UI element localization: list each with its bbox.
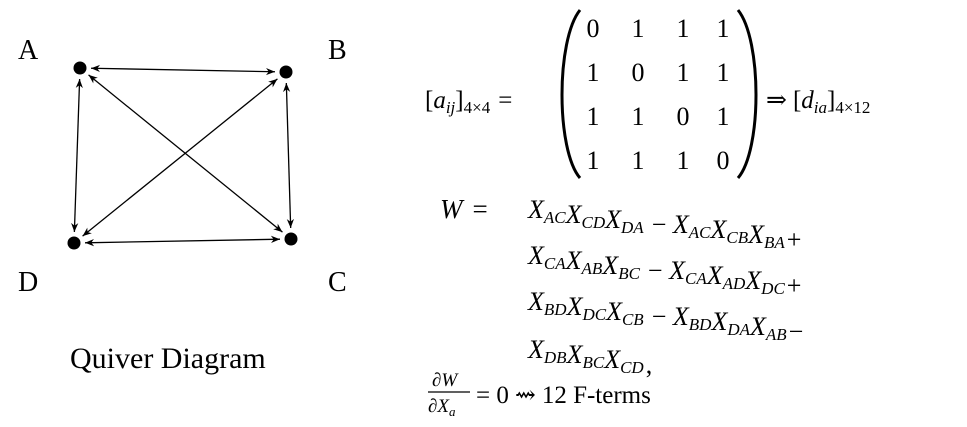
quiver-nodes	[67, 61, 298, 250]
fterms-equation: ∂W ∂Xa = 0 ⇝ 12 F-terms	[428, 370, 651, 419]
matrix-rhs: ⇒ [dia]4×12	[766, 87, 870, 117]
matrix-cell-0-1: 1	[632, 14, 645, 43]
quiver-diagram: A B C D Quiver Diagram	[18, 35, 347, 375]
node-label-c: C	[328, 267, 347, 298]
superpotential-line-4: XDBXBCXCD,	[527, 335, 652, 379]
matrix-cell-2-3: 1	[717, 102, 730, 131]
matrix-right-paren	[736, 9, 758, 179]
superpotential-lines: XACXCDXDA − XACXCBXBA+XCAXABXBC − XCAXADXD…	[527, 195, 803, 379]
adjacency-equation: [aij]4×4 = 0 1 1 11 0 1 11 1 0 11 1 1 0 ⇒ [dia]4×12	[425, 9, 870, 179]
matrix-cell-1-3: 1	[717, 58, 730, 87]
quiver-edges	[71, 64, 294, 247]
matrix-cell-2-2: 0	[677, 102, 690, 131]
matrix-cell-0-0: 0	[587, 14, 600, 43]
matrix-cell-2-0: 1	[587, 102, 600, 131]
node-b	[279, 65, 293, 79]
fterm-count: 12 F-terms	[542, 382, 651, 409]
matrix-cell-1-2: 1	[677, 58, 690, 87]
superpotential-line-1: XACXCDXDA − XACXCBXBA+	[527, 195, 801, 254]
node-c	[284, 232, 298, 246]
matrix-cells: 0 1 1 11 0 1 11 1 0 11 1 1 0	[587, 14, 730, 175]
matrix-lhs-sub: ij	[446, 98, 456, 117]
edge-b-c	[283, 82, 294, 229]
node-d	[67, 236, 81, 250]
matrix-cell-1-1: 0	[632, 58, 645, 87]
superpotential-line-3: XBDXDCXCB − XBDXDAXAB−	[527, 287, 803, 346]
fterm-rhs: = 0 ⇝ 12 F-terms	[476, 382, 651, 409]
matrix-cell-1-0: 1	[587, 58, 600, 87]
edge-c-d	[84, 235, 281, 247]
superpotential: W = XACXCDXDA − XACXCBXBA+XCAXABXBC − XCAXA…	[440, 194, 803, 379]
implies-arrow: ⇒	[766, 87, 787, 114]
edge-a-b	[90, 64, 276, 76]
superpotential-lhs: W =	[440, 194, 488, 224]
matrix-cell-3-3: 0	[717, 146, 730, 175]
matrix-rhs-symbol: d	[801, 87, 814, 114]
matrix-lhs: [aij]4×4 =	[425, 87, 512, 117]
fterm-denominator: ∂Xa	[428, 396, 456, 419]
edge-a-d	[71, 78, 83, 233]
matrix-cell-0-3: 1	[717, 14, 730, 43]
fterm-numerator: ∂W	[432, 370, 459, 391]
quiver-caption: Quiver Diagram	[70, 342, 266, 375]
node-label-d: D	[18, 267, 38, 298]
matrix-left-paren	[560, 9, 582, 179]
edge-b-d	[82, 78, 278, 237]
matrix-cell-2-1: 1	[632, 102, 645, 131]
node-a	[73, 61, 87, 75]
node-label-a: A	[18, 35, 39, 66]
matrix-cell-3-1: 1	[632, 146, 645, 175]
matrix-lhs-dim: 4×4	[464, 98, 491, 117]
matrix-lhs-symbol: a	[433, 87, 446, 114]
matrix-cell-3-2: 1	[677, 146, 690, 175]
matrix-rhs-sub: ia	[814, 98, 827, 117]
matrix-rhs-dim: 4×12	[835, 98, 870, 117]
matrix-cell-0-2: 1	[677, 14, 690, 43]
matrix-cell-3-0: 1	[587, 146, 600, 175]
leadsto-arrow: ⇝	[515, 382, 536, 409]
node-label-b: B	[328, 35, 347, 66]
superpotential-line-2: XCAXABXBC − XCAXADXDC+	[527, 241, 801, 300]
